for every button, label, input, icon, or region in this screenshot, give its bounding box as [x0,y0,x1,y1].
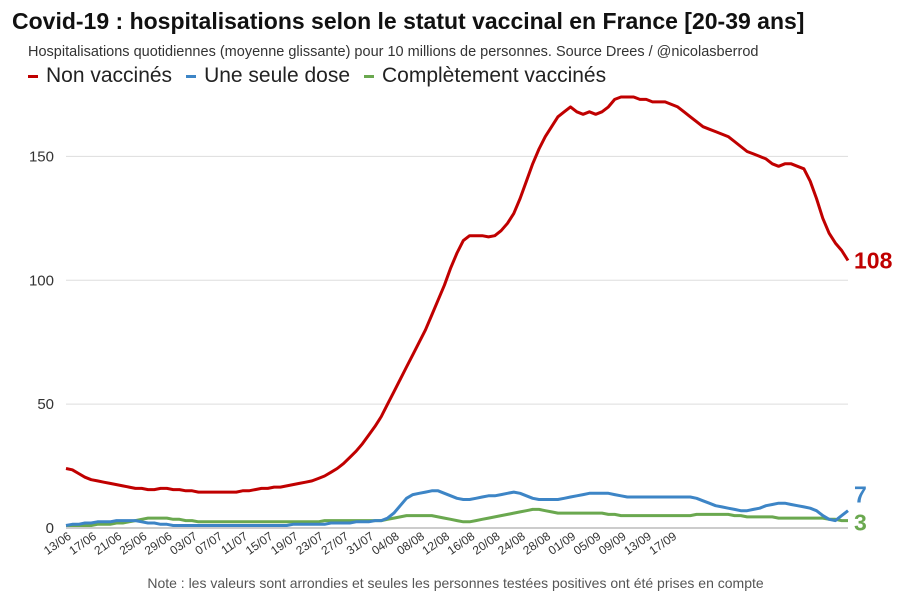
end-label-0: 108 [854,247,893,273]
legend-item-completement-vaccines: Complètement vaccinés [364,64,606,88]
legend-item-une-dose: Une seule dose [186,64,350,88]
legend-swatch-une-dose [186,74,197,78]
series-line-1 [65,489,849,527]
end-label-2: 3 [854,510,867,536]
x-tick-label: 17/09 [647,529,680,558]
chart-subtitle: Hospitalisations quotidiennes (moyenne g… [28,44,759,60]
legend-label-une-dose: Une seule dose [204,64,350,87]
y-tick-label: 50 [37,396,54,413]
y-tick-label: 150 [29,148,54,165]
y-tick-label: 100 [29,272,54,289]
legend: Non vaccinés Une seule dose Complètement… [28,64,606,88]
chart-title: Covid-19 : hospitalisations selon le sta… [12,8,805,34]
legend-label-non-vaccines: Non vaccinés [46,64,173,87]
x-tick-label: 11/07 [218,529,250,557]
series-line-0 [65,95,850,494]
legend-swatch-completement-vaccines [364,74,374,78]
series-line-2 [66,507,848,527]
legend-label-completement-vaccines: Complètement vaccinés [382,64,607,87]
y-tick-label: 0 [46,520,54,537]
legend-item-non-vaccines: Non vaccinés [28,64,172,88]
end-label-1: 7 [854,482,867,508]
legend-swatch-non-vaccines [28,74,38,78]
chart-note: Note : les valeurs sont arrondies et seu… [147,575,764,591]
